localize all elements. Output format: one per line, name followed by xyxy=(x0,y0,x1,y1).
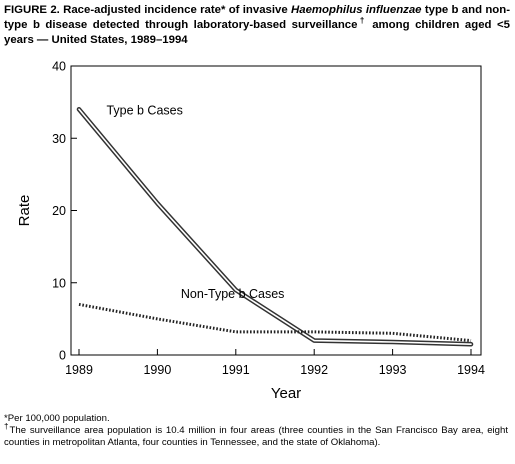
type-b-series-label: Type b Cases xyxy=(106,103,182,117)
chart-labels: Type b Cases Non-Type b Cases xyxy=(106,103,284,301)
y-tick-label: 40 xyxy=(52,60,66,74)
y-tick-label: 10 xyxy=(52,276,66,290)
type-b-series-line xyxy=(76,106,474,347)
x-tick-label: 1991 xyxy=(222,363,250,377)
caption-italic-organism: Haemophilus influenzae xyxy=(291,4,422,16)
footnote-dagger: † xyxy=(4,421,10,431)
y-axis-title: Rate xyxy=(16,195,33,227)
type-b-series-line-inner xyxy=(78,108,472,346)
x-tick-label: 1989 xyxy=(65,363,93,377)
x-tick-label: 1992 xyxy=(300,363,328,377)
footnote-surveillance-text: The surveillance area population is 10.4… xyxy=(4,425,509,448)
y-tick-label: 30 xyxy=(52,132,66,146)
caption-dagger: † xyxy=(357,16,367,26)
y-tick-label: 0 xyxy=(59,349,66,363)
caption-suffix: among children aged <5 years — United St… xyxy=(4,19,511,46)
non-type-b-series-line xyxy=(78,302,472,343)
chart-series xyxy=(76,106,474,347)
non-type-b-series-label: Non-Type b Cases xyxy=(181,287,285,301)
figure-caption: FIGURE 2. Race-adjusted incidence rate* … xyxy=(4,3,510,48)
footnote-surveillance-area: †The surveillance area population is 10.… xyxy=(4,421,509,449)
chart-axes: 0 10 20 30 40 1989 1990 1991 1992 1993 1994 xyxy=(52,60,485,378)
x-tick-label: 1993 xyxy=(379,363,407,377)
caption-middle: type b and non-type b disease detected t… xyxy=(4,4,510,31)
x-tick-label: 1994 xyxy=(457,363,485,377)
incidence-line-chart: 0 10 20 30 40 1989 1990 1991 1992 1993 1994 Type b… xyxy=(16,60,485,403)
y-tick-label: 20 xyxy=(52,204,66,218)
footnote-per-population: *Per 100,000 population. xyxy=(4,413,110,424)
x-axis-title: Year xyxy=(271,385,301,402)
x-tick-label: 1990 xyxy=(143,363,171,377)
caption-prefix: FIGURE 2. Race-adjusted incidence rate* … xyxy=(4,4,292,16)
